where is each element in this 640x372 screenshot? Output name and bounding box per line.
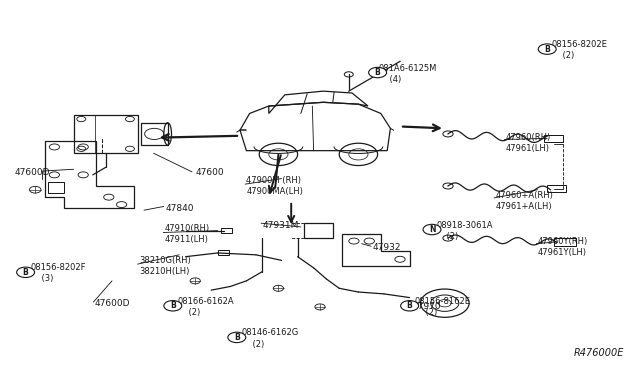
- Bar: [304, 223, 333, 238]
- Bar: [218, 250, 229, 255]
- Circle shape: [164, 301, 182, 311]
- Text: 47840: 47840: [165, 204, 194, 213]
- Text: 47600: 47600: [195, 169, 224, 177]
- Circle shape: [401, 301, 419, 311]
- Text: 38210G(RH)
38210H(LH): 38210G(RH) 38210H(LH): [140, 256, 191, 276]
- Text: 47960Y(RH)
47961Y(LH): 47960Y(RH) 47961Y(LH): [538, 237, 588, 257]
- Text: B: B: [234, 333, 239, 342]
- Bar: [74, 115, 138, 153]
- Bar: [221, 228, 232, 232]
- Bar: [48, 182, 64, 193]
- Text: 08146-6162G
    (2): 08146-6162G (2): [242, 328, 299, 349]
- Text: 47931M: 47931M: [262, 221, 299, 230]
- Text: 47932: 47932: [372, 243, 401, 252]
- Text: 08156-8162E
    (2): 08156-8162E (2): [415, 297, 471, 317]
- Text: B: B: [170, 301, 175, 310]
- Text: B: B: [375, 68, 380, 77]
- Text: 47910(RH)
47911(LH): 47910(RH) 47911(LH): [165, 224, 211, 244]
- Text: B: B: [23, 268, 28, 277]
- Text: R476000E: R476000E: [573, 348, 624, 358]
- Bar: [544, 135, 563, 142]
- Circle shape: [423, 224, 441, 235]
- Text: 47600D: 47600D: [95, 299, 130, 308]
- Text: N: N: [429, 225, 435, 234]
- Text: 08156-8202E
    (2): 08156-8202E (2): [552, 40, 607, 60]
- Circle shape: [17, 267, 35, 278]
- Circle shape: [369, 67, 387, 78]
- Text: 47960+A(RH)
47961+A(LH): 47960+A(RH) 47961+A(LH): [496, 191, 554, 211]
- Text: 47970: 47970: [413, 302, 442, 311]
- Text: B: B: [545, 45, 550, 54]
- Text: 47900M (RH)
47900MA(LH): 47900M (RH) 47900MA(LH): [246, 176, 303, 196]
- Text: 47960(RH)
47961(LH): 47960(RH) 47961(LH): [506, 133, 551, 153]
- Bar: [141, 123, 168, 145]
- Text: 47600D: 47600D: [14, 169, 49, 177]
- Circle shape: [538, 44, 556, 54]
- Text: B: B: [407, 301, 412, 310]
- Bar: [554, 238, 576, 246]
- Circle shape: [228, 332, 246, 343]
- Text: 081A6-6125M
    (4): 081A6-6125M (4): [379, 64, 437, 84]
- Text: 08166-6162A
    (2): 08166-6162A (2): [178, 297, 234, 317]
- Bar: [547, 185, 566, 192]
- Text: 08918-3061A
    (2): 08918-3061A (2): [436, 221, 493, 241]
- Text: 08156-8202F
    (3): 08156-8202F (3): [31, 263, 86, 283]
